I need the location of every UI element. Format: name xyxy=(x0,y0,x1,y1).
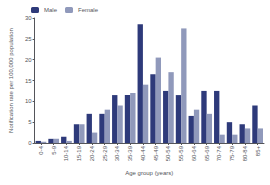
svg-text:80-84: 80-84 xyxy=(242,145,248,161)
svg-text:30-34: 30-34 xyxy=(114,145,120,161)
svg-text:0: 0 xyxy=(28,140,32,146)
svg-text:45-49: 45-49 xyxy=(153,145,159,161)
svg-text:15-19: 15-19 xyxy=(76,145,82,161)
svg-text:25-29: 25-29 xyxy=(102,145,108,161)
svg-text:35-39: 35-39 xyxy=(127,145,133,161)
svg-text:60-64: 60-64 xyxy=(191,145,197,161)
svg-text:15: 15 xyxy=(25,78,32,84)
svg-text:65-69: 65-69 xyxy=(204,145,210,161)
svg-text:40-44: 40-44 xyxy=(140,145,146,161)
svg-text:Female: Female xyxy=(78,7,99,13)
svg-text:25: 25 xyxy=(25,36,32,42)
svg-text:Male: Male xyxy=(44,7,58,13)
svg-text:20: 20 xyxy=(25,57,32,63)
svg-text:75-79: 75-79 xyxy=(229,145,235,161)
svg-text:Notification rate per 100,000: Notification rate per 100,000 population xyxy=(8,28,14,133)
svg-text:10: 10 xyxy=(25,98,32,104)
svg-text:5-9: 5-9 xyxy=(51,145,57,154)
svg-text:20-24: 20-24 xyxy=(89,145,95,161)
svg-text:Age group (years): Age group (years) xyxy=(125,170,173,176)
svg-text:55-59: 55-59 xyxy=(178,145,184,161)
svg-text:30: 30 xyxy=(25,15,32,21)
svg-text:85+: 85+ xyxy=(255,146,261,157)
svg-text:5: 5 xyxy=(28,119,32,125)
svg-text:70-74: 70-74 xyxy=(216,145,222,161)
svg-text:50-54: 50-54 xyxy=(165,145,171,161)
svg-text:10-14: 10-14 xyxy=(63,145,69,161)
svg-text:0-4: 0-4 xyxy=(38,145,44,154)
